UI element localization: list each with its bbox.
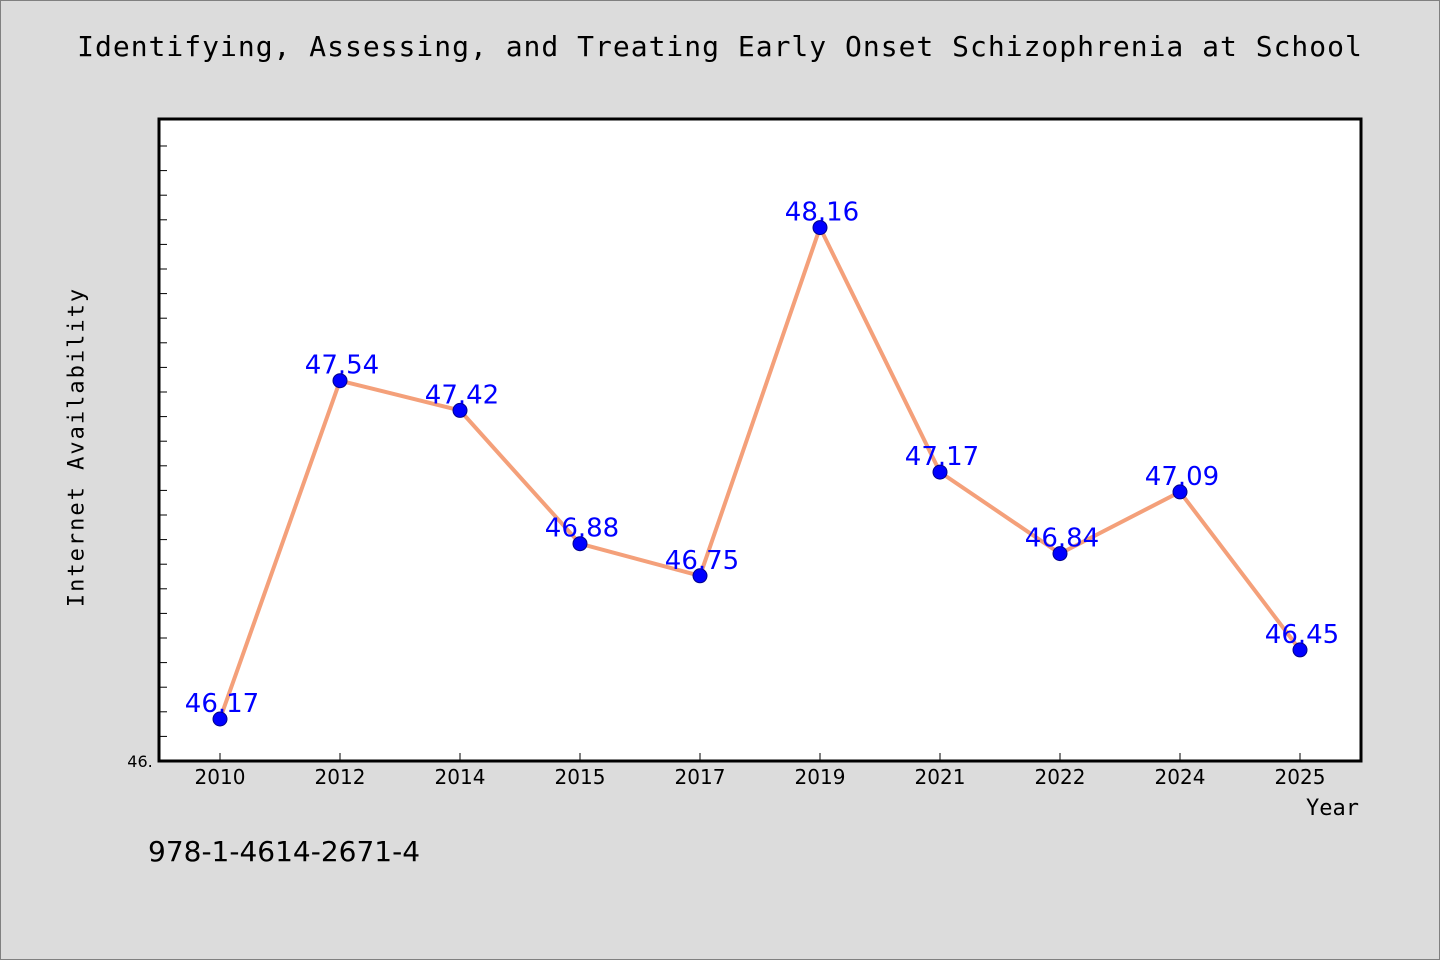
x-tick-label: 2015	[555, 765, 606, 789]
y-axis-ticks	[159, 145, 167, 737]
data-point	[812, 220, 828, 236]
data-point	[932, 464, 948, 480]
x-tick-label: 2019	[795, 765, 846, 789]
data-label: 47.17	[905, 442, 979, 472]
x-tick-label: 2025	[1275, 765, 1326, 789]
data-point	[1292, 642, 1308, 658]
data-label: 46.17	[185, 689, 259, 719]
x-tick-label: 2024	[1155, 765, 1206, 789]
data-label: 48.16	[785, 198, 859, 228]
data-labels: 46.17 47.54 47.42 46.88 46.75 48.16 47.17 46.84…	[185, 198, 1339, 719]
chart-title: Identifying, Assessing, and Treating Ear…	[77, 30, 1363, 63]
data-point	[1172, 484, 1188, 500]
data-point	[452, 402, 468, 418]
data-label: 46.88	[545, 514, 619, 544]
isbn-text: 978-1-4614-2671-4	[148, 835, 421, 868]
x-tick-label: 2021	[915, 765, 966, 789]
plot-area	[157, 117, 1363, 763]
x-axis-label: Year	[1306, 796, 1359, 821]
data-point	[572, 536, 588, 552]
data-label: 47.54	[305, 351, 379, 381]
data-label: 46.84	[1025, 524, 1099, 554]
data-point	[212, 711, 228, 727]
data-label: 47.09	[1145, 462, 1219, 492]
data-point	[1052, 546, 1068, 562]
x-tick-label: 2012	[315, 765, 366, 789]
data-label: 46.45	[1265, 620, 1339, 650]
data-label: 47.42	[425, 380, 499, 410]
x-tick-label: 2017	[675, 765, 726, 789]
x-tick-label: 2022	[1035, 765, 1086, 789]
x-axis-ticks: 2010 2012 2014 2015 2017 2019 2021 2022 2024 2025	[195, 753, 1326, 789]
data-label: 46.75	[665, 546, 739, 576]
y-axis-label: Internet Availability	[64, 286, 90, 608]
x-tick-label: 2010	[195, 765, 246, 789]
y-tick-label: 46.	[127, 752, 152, 771]
data-point	[692, 568, 708, 584]
x-tick-label: 2014	[435, 765, 486, 789]
data-point	[332, 373, 348, 389]
series-line	[218, 225, 1302, 721]
series-layer	[212, 220, 1308, 727]
